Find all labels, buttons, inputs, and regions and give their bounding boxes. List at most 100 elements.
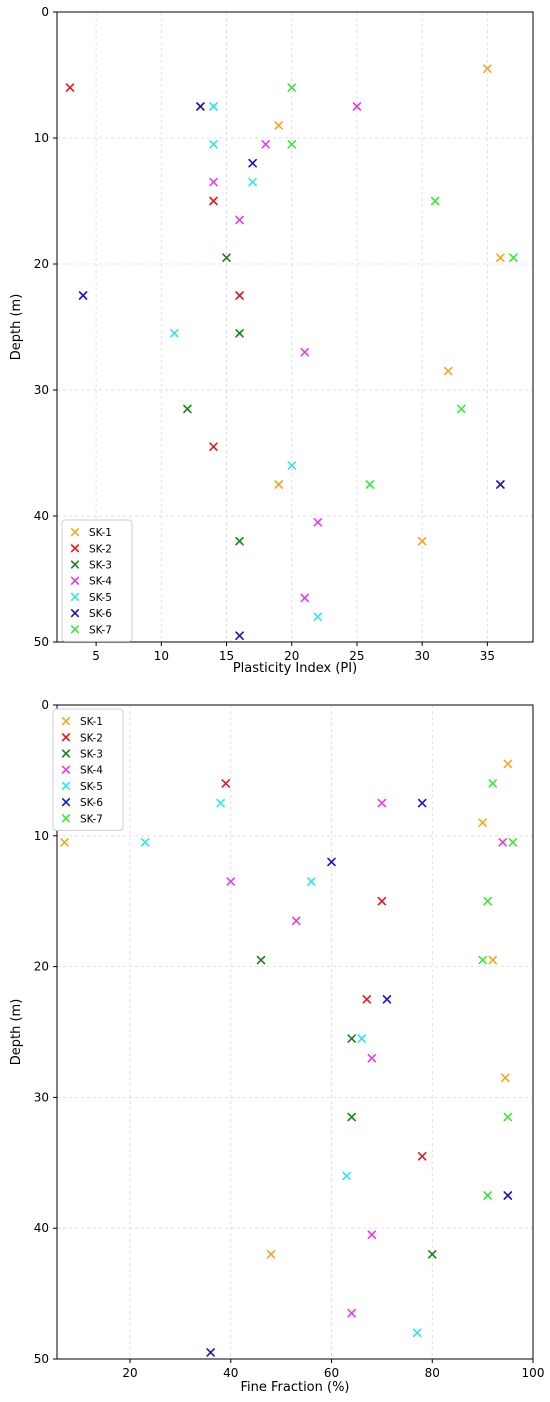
y-tick-label: 40 (34, 509, 49, 523)
legend-item: SK-1 (61, 716, 103, 728)
data-point (235, 536, 244, 546)
series-sk-6 (206, 798, 513, 1357)
y-tick-label: 30 (34, 1090, 49, 1104)
data-point (362, 994, 372, 1004)
data-point (235, 631, 244, 641)
data-point (478, 955, 487, 965)
data-point (248, 158, 257, 168)
data-point (508, 838, 518, 847)
series-sk-2 (221, 779, 427, 1161)
data-point (226, 877, 236, 886)
data-point (342, 1171, 351, 1181)
x-axis: 20 40 60 80 100 (122, 1359, 544, 1380)
legend-marker (61, 781, 71, 791)
series-sk-5 (170, 102, 323, 622)
legend-item: SK-2 (70, 543, 112, 555)
data-point (216, 798, 226, 808)
data-point (365, 480, 375, 489)
y-tick-label: 50 (34, 635, 49, 649)
x-tick-label: 5 (92, 649, 100, 663)
grid (57, 704, 534, 1360)
data-point (221, 779, 231, 788)
series-sk-7 (478, 779, 518, 1200)
legend-marker (61, 797, 71, 807)
data-point (300, 347, 310, 357)
legend-label: SK-2 (80, 732, 103, 744)
legend-item: SK-4 (70, 576, 112, 588)
data-point (327, 857, 336, 867)
y-axis-label: Depth (m) (9, 999, 24, 1066)
y-axis: 0 10 20 30 40 50 (34, 5, 57, 649)
data-point (503, 1191, 513, 1200)
x-tick-label: 30 (415, 649, 430, 663)
x-tick-label: 25 (349, 649, 364, 663)
data-point (417, 536, 427, 546)
data-point (417, 798, 427, 808)
data-point (209, 442, 218, 452)
legend-item: SK-3 (61, 749, 103, 761)
y-tick-label: 10 (34, 829, 49, 843)
data-point (206, 1348, 215, 1357)
plot-frame (56, 704, 534, 1360)
legend-box (61, 519, 133, 642)
data-point (209, 102, 218, 111)
legend-label: SK-1 (89, 527, 112, 539)
x-tick-label: 60 (324, 1366, 339, 1380)
data-point (483, 896, 492, 906)
legend-marker (70, 560, 80, 569)
x-axis-label: Plasticity Index (PI) (233, 661, 357, 676)
legend-label: SK-2 (89, 543, 112, 555)
x-tick-label: 10 (154, 649, 169, 663)
data-point (209, 140, 218, 149)
data-point (248, 177, 257, 187)
legend-marker (61, 716, 71, 726)
legend-item: SK-6 (61, 797, 103, 809)
data-point (367, 1053, 377, 1063)
data-point (287, 140, 297, 149)
data-point (60, 838, 69, 847)
data-point (274, 480, 283, 489)
data-point (140, 838, 150, 847)
data-point (478, 818, 487, 828)
legend-marker (61, 749, 71, 758)
legend-label: SK-3 (89, 560, 112, 572)
data-point (65, 83, 75, 92)
series-sk-4 (226, 798, 508, 1318)
legend-marker (70, 608, 80, 618)
legend-label: SK-7 (80, 813, 103, 825)
data-point (367, 1230, 377, 1240)
data-point (313, 612, 323, 622)
series-sk-1 (60, 759, 513, 1259)
legend-label: SK-3 (80, 749, 103, 761)
legend-label: SK-7 (89, 624, 112, 636)
series-sk-7 (287, 83, 518, 489)
legend-item: SK-7 (61, 813, 103, 825)
x-tick-label: 35 (480, 649, 495, 663)
legend-item: SK-1 (70, 527, 112, 539)
y-axis: 0 10 20 30 40 50 (34, 698, 57, 1366)
legend-marker (70, 592, 80, 602)
legend-label: SK-6 (80, 797, 103, 809)
y-tick-label: 0 (41, 698, 49, 712)
legend-label: SK-5 (80, 781, 103, 793)
y-tick-label: 20 (34, 960, 49, 974)
x-tick-label: 100 (522, 1366, 545, 1380)
data-point (287, 461, 297, 470)
chart-1: 5 10 15 20 25 30 35 0 10 20 30 40 50 Plasticity Index… (9, 5, 534, 676)
data-point (496, 253, 505, 263)
data-point (377, 896, 387, 906)
data-point (503, 759, 513, 769)
series-sk-3 (256, 955, 437, 1259)
y-tick-label: 20 (34, 257, 49, 271)
plot-frame (56, 11, 534, 643)
x-tick-label: 20 (284, 649, 299, 663)
data-point (488, 779, 498, 788)
y-tick-label: 10 (34, 131, 49, 145)
data-point (503, 1112, 513, 1122)
data-point (313, 517, 323, 527)
legend-item: SK-6 (70, 608, 112, 620)
data-point (347, 1308, 356, 1318)
legend-item: SK-2 (61, 732, 103, 744)
legend-label: SK-1 (80, 716, 103, 728)
